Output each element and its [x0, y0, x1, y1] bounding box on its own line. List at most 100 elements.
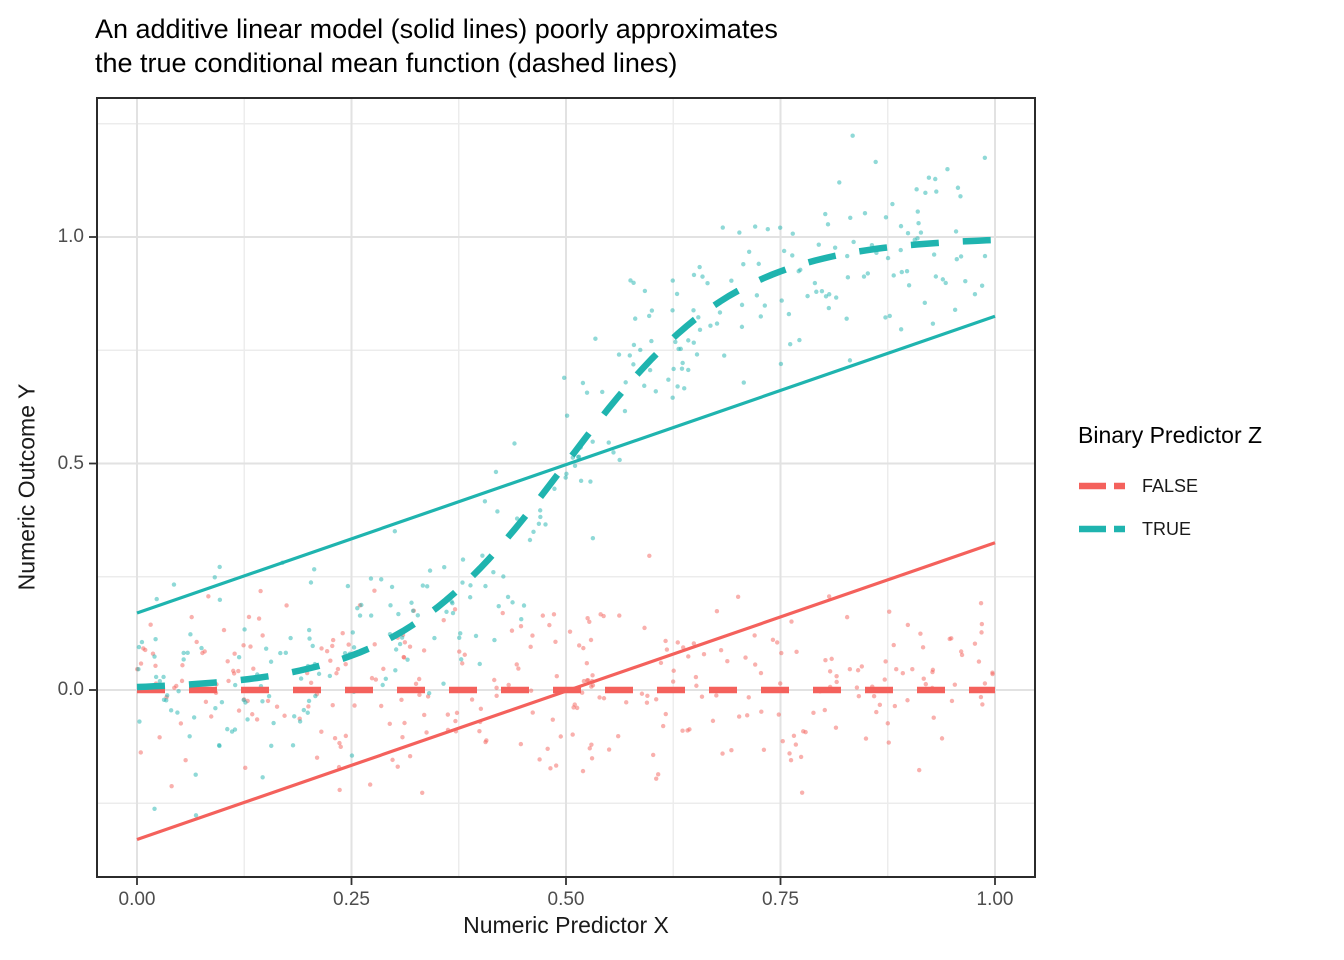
point — [650, 752, 656, 758]
point — [405, 657, 410, 662]
point — [199, 645, 204, 651]
point — [833, 295, 839, 300]
point — [171, 582, 177, 587]
point — [959, 652, 965, 658]
point — [153, 674, 159, 680]
point — [587, 619, 592, 624]
point — [460, 557, 466, 562]
point — [883, 315, 888, 320]
point — [578, 478, 584, 484]
point — [588, 637, 594, 643]
point — [827, 669, 833, 674]
point — [282, 713, 287, 718]
point — [787, 751, 792, 756]
point — [153, 636, 158, 642]
point — [822, 707, 827, 713]
point — [460, 661, 465, 666]
point — [528, 688, 534, 693]
point — [910, 666, 915, 672]
point — [943, 280, 948, 286]
point — [514, 516, 520, 521]
point — [952, 307, 958, 313]
point — [450, 610, 456, 616]
point — [774, 640, 780, 645]
point — [714, 321, 720, 326]
point — [701, 652, 707, 657]
point — [848, 215, 853, 221]
point — [789, 619, 794, 624]
point — [949, 636, 954, 641]
point — [666, 377, 671, 382]
legend-key-dash-icon — [1079, 525, 1125, 533]
point — [847, 666, 853, 672]
point — [826, 594, 832, 599]
point — [691, 272, 697, 278]
point — [478, 706, 484, 711]
point — [790, 231, 795, 236]
point — [691, 340, 696, 345]
point — [530, 710, 535, 715]
point — [638, 347, 643, 353]
point — [236, 708, 242, 713]
point — [697, 264, 702, 270]
point — [797, 337, 802, 343]
point — [330, 643, 335, 649]
point — [633, 316, 638, 321]
point — [905, 622, 911, 628]
point — [216, 743, 222, 748]
point — [788, 758, 794, 763]
point — [714, 608, 720, 614]
point — [401, 654, 406, 660]
point — [770, 637, 776, 643]
x-axis-title: Numeric Predictor X — [463, 912, 669, 938]
legend-label: FALSE — [1142, 475, 1199, 496]
point — [380, 682, 385, 688]
point — [231, 668, 236, 674]
point — [816, 242, 821, 247]
point — [571, 705, 576, 710]
point — [736, 714, 742, 719]
point — [399, 635, 405, 640]
point — [904, 268, 910, 274]
point — [530, 633, 535, 638]
point — [188, 632, 193, 637]
point — [933, 274, 939, 279]
point — [536, 521, 542, 526]
point — [453, 718, 458, 724]
point — [484, 738, 489, 743]
point — [561, 375, 567, 381]
point — [516, 666, 521, 671]
point — [779, 298, 784, 303]
point — [260, 775, 265, 780]
point — [780, 738, 785, 744]
point — [930, 321, 936, 326]
point — [589, 756, 595, 761]
point — [581, 645, 586, 651]
point — [206, 594, 211, 599]
point — [181, 657, 186, 662]
point — [691, 641, 697, 646]
point — [139, 639, 145, 645]
point — [372, 642, 377, 647]
point — [217, 597, 223, 603]
point — [422, 712, 427, 718]
point — [554, 673, 559, 679]
point — [179, 678, 185, 684]
point — [791, 733, 797, 738]
point — [350, 630, 355, 635]
point — [396, 611, 401, 617]
legend-entries: FALSE TRUE — [1078, 471, 1262, 544]
point — [553, 639, 558, 645]
point — [550, 717, 555, 722]
point — [873, 159, 878, 165]
point — [624, 700, 629, 705]
point — [260, 633, 265, 638]
point — [714, 693, 719, 698]
point — [175, 710, 180, 715]
point — [758, 314, 763, 319]
point — [314, 755, 320, 760]
point — [424, 584, 430, 589]
point — [537, 508, 543, 513]
point — [743, 655, 748, 660]
point — [877, 702, 883, 708]
